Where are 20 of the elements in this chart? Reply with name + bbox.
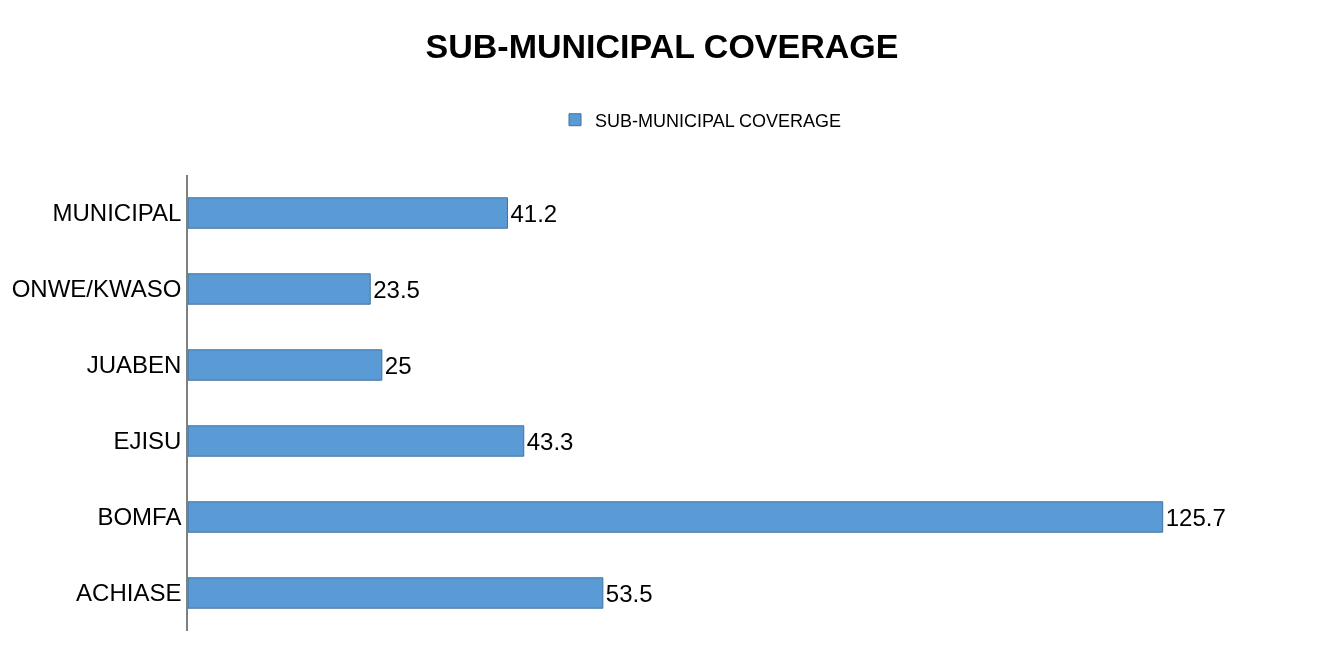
chart-title: SUB-MUNICIPAL COVERAGE (425, 27, 899, 66)
bar (188, 577, 604, 609)
bar (188, 501, 1164, 533)
y-tick-label: ACHIASE (76, 579, 182, 607)
y-tick-label: BOMFA (97, 503, 182, 531)
bar (188, 425, 525, 457)
y-tick-label: MUNICIPAL (52, 199, 182, 227)
y-tick-label: ONWE/KWASO (11, 275, 182, 303)
data-label: 53.5 (605, 579, 653, 607)
data-label: 23.5 (373, 275, 420, 303)
data-label: 41.2 (510, 199, 558, 227)
bar (188, 349, 383, 381)
bar (188, 273, 371, 305)
data-label: 125.7 (1165, 503, 1226, 531)
data-label: 25 (384, 351, 412, 379)
y-tick-label: JUABEN (86, 351, 182, 379)
data-label: 43.3 (526, 427, 574, 455)
legend-label: SUB-MUNICIPAL COVERAGE (595, 110, 842, 131)
y-tick-label: EJISU (113, 427, 182, 455)
bar (188, 197, 508, 229)
